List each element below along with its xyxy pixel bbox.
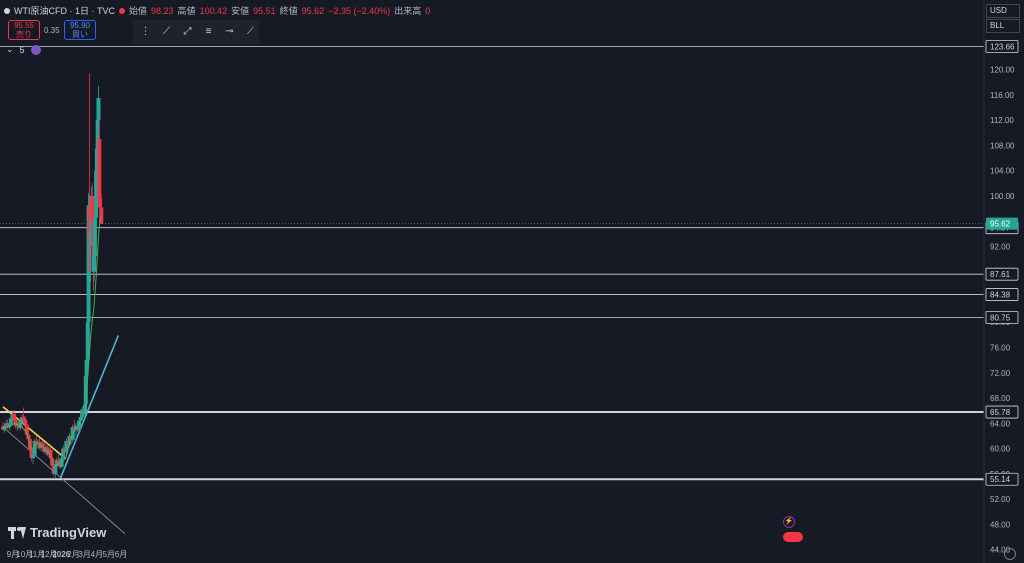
svg-text:123.66: 123.66 [990, 43, 1015, 52]
drag-handle-icon[interactable]: ⋮ [140, 26, 151, 37]
open-label: 始値 [129, 6, 148, 16]
x-tick-label: 5月 [103, 550, 115, 559]
buy-button[interactable]: 95.90 買い [64, 20, 96, 40]
sell-button[interactable]: 95.55 売り [8, 20, 40, 40]
y-tick-label: 60.00 [990, 445, 1011, 454]
svg-text:87.61: 87.61 [990, 270, 1011, 279]
candle [96, 86, 101, 140]
x-tick-label: 11月 [29, 550, 45, 559]
candle [97, 120, 102, 209]
fib-tool-icon[interactable]: ≡ [205, 26, 212, 37]
buy-price: 95.90 [69, 21, 91, 30]
indicator-label[interactable]: 5 [19, 44, 25, 55]
level-price-label: 123.66 [985, 40, 1019, 53]
symbol-header: WTI原油CFD · 1日 · TVC 始値 98.23 高値 100.42 安値 9… [4, 4, 430, 17]
candle [29, 445, 34, 462]
y-tick-label: 76.00 [990, 343, 1011, 352]
x-tick-label: 6月 [115, 550, 127, 559]
y-tick-label: 92.00 [990, 242, 1011, 251]
candle [21, 407, 26, 421]
candle [92, 214, 97, 263]
svg-text:65.78: 65.78 [990, 408, 1011, 417]
svg-text:55.14: 55.14 [990, 475, 1011, 484]
scale-settings-icon[interactable] [1004, 548, 1016, 560]
x-tick-label: 10月 [16, 550, 33, 559]
x-tick-label: 9月 [7, 550, 19, 559]
tradingview-logo: TradingView [8, 525, 106, 540]
economic-event-icon[interactable] [783, 532, 803, 542]
x-tick-label: 4月 [91, 550, 103, 559]
sell-label: 売り [16, 30, 32, 39]
y-tick-label: 44.00 [990, 546, 1011, 555]
collapse-icon[interactable]: ⌄ [6, 44, 14, 54]
indicator-settings-icon[interactable] [30, 44, 41, 55]
svg-text:84.38: 84.38 [990, 291, 1011, 300]
y-tick-label: 72.00 [990, 369, 1011, 378]
level-price-label: 80.75 [985, 311, 1019, 324]
tradingview-logo-icon [8, 526, 26, 539]
currency-selector[interactable]: USD [986, 4, 1020, 18]
low-label: 安値 [231, 6, 250, 16]
x-tick-label: 2026 [52, 550, 70, 559]
extended-line-tool-icon[interactable]: ⟋ [247, 26, 254, 37]
y-tick-label: 48.00 [990, 520, 1011, 529]
candle [94, 164, 99, 225]
y-tick-label: 116.00 [990, 91, 1014, 100]
level-price-label: 65.78 [985, 405, 1019, 419]
level-price-label: 55.14 [985, 472, 1019, 486]
y-tick-label: 64.00 [990, 419, 1011, 428]
buy-label: 買い [72, 30, 88, 39]
y-tick-label: 68.00 [990, 394, 1011, 403]
y-tick-label: 104.00 [990, 167, 1015, 176]
level-price-label: 84.38 [985, 288, 1019, 301]
y-tick-label: 120.00 [990, 66, 1015, 75]
candle [98, 158, 103, 215]
close-label: 終値 [279, 6, 298, 16]
level-price-label: 87.61 [985, 267, 1019, 281]
y-tick-label: 52.00 [990, 495, 1011, 504]
open-value: 98.23 [151, 5, 174, 16]
y-tick-label: 100.00 [990, 192, 1015, 201]
current-price-label: 95.62 [986, 217, 1018, 230]
spread-value: 0.35 [44, 26, 60, 35]
high-label: 高値 [177, 6, 196, 16]
status-dot-icon [119, 7, 125, 14]
sell-price: 95.55 [13, 21, 35, 30]
candle [54, 457, 59, 469]
hline-tool-icon[interactable]: ⊸ [225, 26, 234, 37]
trendline-cyan [59, 335, 120, 479]
x-tick-label: 3月 [78, 550, 90, 559]
high-value: 100.42 [199, 5, 228, 16]
ray-tool-icon[interactable]: ⤢ [183, 26, 192, 37]
low-value: 95.51 [253, 5, 276, 16]
candle [61, 445, 66, 462]
change-value: −2.35 (−2.40%) [328, 5, 391, 16]
indicator-legend: ⌄ 5 [6, 44, 41, 55]
unit-selector[interactable]: BLL [986, 19, 1020, 33]
y-tick-label: 108.00 [990, 141, 1015, 150]
x-tick-label: 2月 [67, 550, 79, 559]
lightning-event-icon[interactable]: ⚡ [783, 516, 795, 528]
volume-label: 出来高 [394, 6, 422, 16]
svg-text:95.62: 95.62 [990, 220, 1011, 229]
close-value: 95.62 [301, 5, 325, 16]
x-tick-label: 12月 [41, 550, 58, 559]
symbol-name[interactable]: WTI原油CFD · 1日 · TVC [14, 6, 115, 16]
logo-text: TradingView [30, 525, 107, 540]
candle [59, 456, 64, 469]
candle [53, 464, 58, 479]
drawing-toolbar: ⋮ ⟋ ⤢ ≡ ⊸ ⟋ [133, 20, 259, 44]
volume-value: 0 [425, 5, 431, 16]
svg-text:80.75: 80.75 [990, 314, 1011, 323]
trendline-gray [2, 426, 126, 535]
trendline-tool-icon[interactable]: ⟋ [163, 26, 170, 37]
y-tick-label: 112.00 [990, 116, 1014, 125]
symbol-icon [4, 7, 10, 14]
moving-average-line [2, 214, 102, 467]
candle [12, 410, 17, 423]
